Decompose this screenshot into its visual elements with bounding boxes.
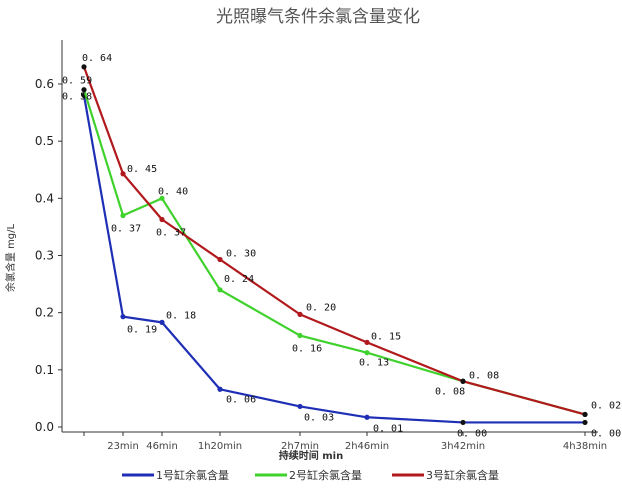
legend-label: 3号缸余氯含量 <box>426 468 499 482</box>
data-label: 0. 08 <box>469 370 499 381</box>
data-label: 0. 02 <box>591 400 621 411</box>
x-tick-label: 2h7min <box>281 441 319 452</box>
chart-title: 光照曝气条件余氯含量变化 <box>216 7 420 27</box>
data-label: 0. 15 <box>371 331 401 342</box>
data-point <box>217 256 223 263</box>
y-tick-label: 0.0 <box>35 420 54 434</box>
data-point <box>120 212 126 219</box>
data-label: 0. 59 <box>62 76 92 87</box>
series-line-1 <box>82 95 585 424</box>
data-label: 0. 37 <box>111 223 141 234</box>
data-label: 0. 20 <box>306 302 336 313</box>
y-tick-label: 0.3 <box>35 249 54 263</box>
data-point <box>217 287 223 293</box>
data-label: 0. 01 <box>373 423 403 434</box>
y-tick-label: 0.2 <box>35 306 54 320</box>
series-line-3 <box>82 66 586 416</box>
data-point <box>159 216 165 223</box>
y-axis-label: 余氯含量 mg/L <box>4 223 17 292</box>
data-labels: 0. 58 0. 19 0. 18 0. 06 0. 03 0. 01 0. 00 0. 00… <box>62 53 621 440</box>
y-tick-label: 0.4 <box>35 191 54 205</box>
data-label: 0. 08 <box>435 386 465 397</box>
data-point <box>460 378 466 384</box>
data-label: 0. 40 <box>158 186 188 197</box>
data-label: 0. 16 <box>292 344 322 355</box>
y-ticks: 0.0 0.1 0.2 0.3 0.4 0.5 0.6 <box>35 77 62 434</box>
data-label: 0. 37 <box>156 227 186 238</box>
legend-label: 1号缸余氯含量 <box>156 468 229 482</box>
x-tick-label: 46min <box>146 441 178 452</box>
data-label: 0. 64 <box>82 53 112 64</box>
legend-label: 2号缸余氯含量 <box>289 468 362 482</box>
data-point <box>582 411 588 418</box>
data-point <box>364 339 370 345</box>
x-ticks: 23min 46min 1h20min 2h7min 2h46min 3h42min 4h3… <box>83 432 607 452</box>
data-point <box>460 419 466 426</box>
data-point <box>297 332 303 339</box>
data-label: 0. 24 <box>224 274 254 285</box>
x-tick-label: 1h20min <box>198 441 242 452</box>
y-tick-label: 0.5 <box>35 134 54 148</box>
data-label: 0. 19 <box>127 325 157 336</box>
legend: 1号缸余氯含量 2号缸余氯含量 3号缸余氯含量 <box>122 468 499 482</box>
data-label: 0. 03 <box>304 412 334 423</box>
data-point <box>364 414 370 420</box>
axes <box>61 40 598 433</box>
data-point <box>81 87 87 93</box>
data-label: 0. 00 <box>457 428 487 439</box>
data-point <box>364 350 370 356</box>
data-point <box>297 403 303 410</box>
y-tick-label: 0.6 <box>35 77 54 91</box>
data-point <box>120 314 126 320</box>
data-label: 0. 45 <box>127 164 157 175</box>
series-line-2 <box>82 89 586 416</box>
data-point <box>159 195 165 201</box>
x-axis-label: 持续时间 min <box>279 449 343 462</box>
data-label: 0. 00 <box>591 428 621 439</box>
data-point <box>159 319 165 325</box>
y-tick-label: 0.1 <box>35 363 54 377</box>
x-tick-label: 4h38min <box>563 441 607 452</box>
x-tick-label: 3h42min <box>441 441 485 452</box>
data-label: 0. 13 <box>359 358 389 369</box>
data-label: 0. 06 <box>226 394 256 405</box>
data-point <box>582 419 588 426</box>
data-label: 0. 18 <box>166 310 196 321</box>
data-label: 0. 30 <box>226 249 256 260</box>
data-point <box>217 386 223 392</box>
x-tick-label: 23min <box>107 441 139 452</box>
data-label: 0. 58 <box>62 91 92 102</box>
data-point <box>81 64 87 70</box>
series-lines <box>81 64 588 426</box>
data-point <box>297 311 303 317</box>
x-tick-label: 2h46min <box>345 441 389 452</box>
data-point <box>120 171 126 177</box>
